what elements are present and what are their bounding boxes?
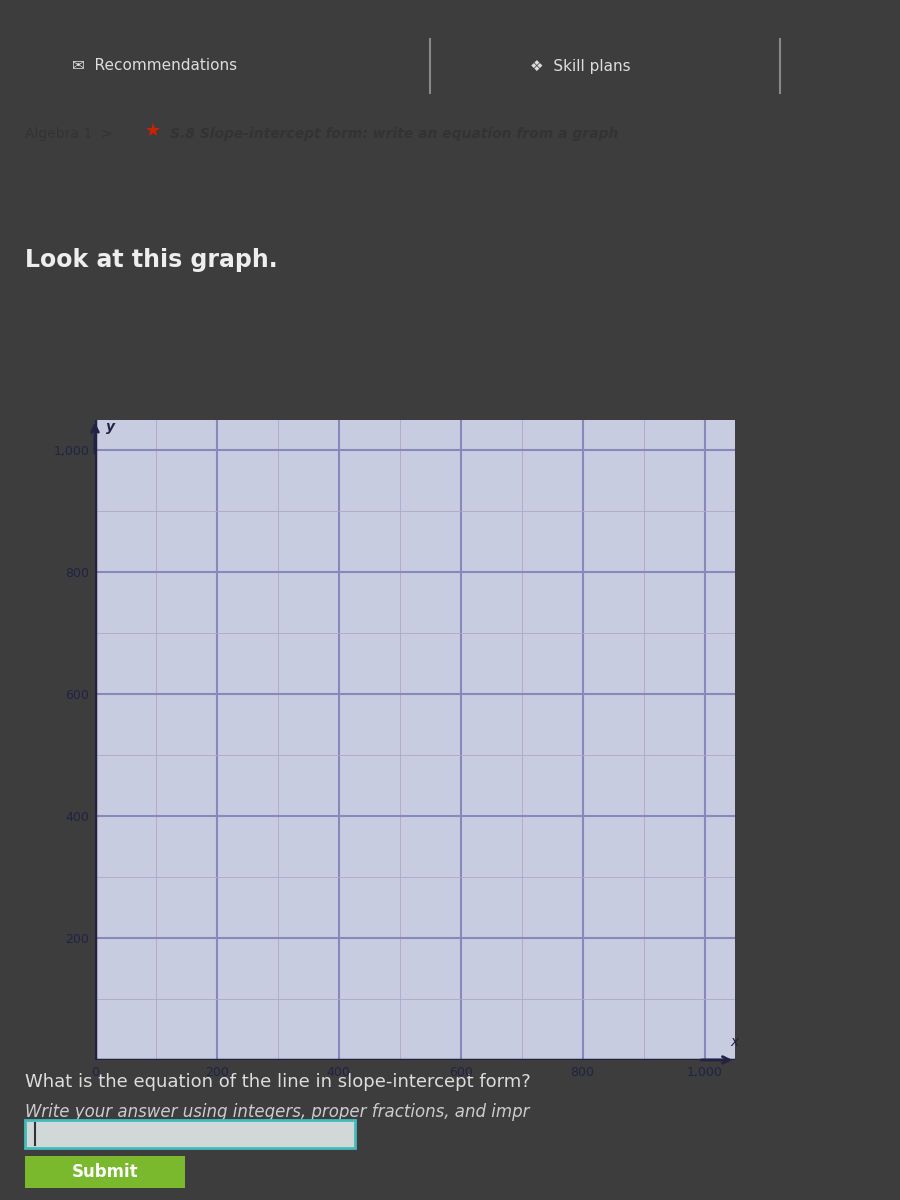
Text: ❖  Skill plans: ❖ Skill plans [530,59,630,73]
Text: y: y [106,420,115,433]
Text: x: x [730,1034,738,1049]
Text: What is the equation of the line in slope-intercept form?: What is the equation of the line in slop… [25,1073,531,1091]
FancyBboxPatch shape [25,1156,185,1188]
Text: ✉  Recommendations: ✉ Recommendations [72,59,238,73]
Text: Algebra 1  >: Algebra 1 > [25,127,112,140]
Text: Submit: Submit [72,1163,139,1181]
Text: Write your answer using integers, proper fractions, and impr: Write your answer using integers, proper… [25,1103,529,1121]
FancyBboxPatch shape [25,1120,355,1148]
Text: Look at this graph.: Look at this graph. [25,247,277,271]
Text: S.8 Slope-intercept form: write an equation from a graph: S.8 Slope-intercept form: write an equat… [170,127,618,140]
Text: ★: ★ [145,121,161,139]
